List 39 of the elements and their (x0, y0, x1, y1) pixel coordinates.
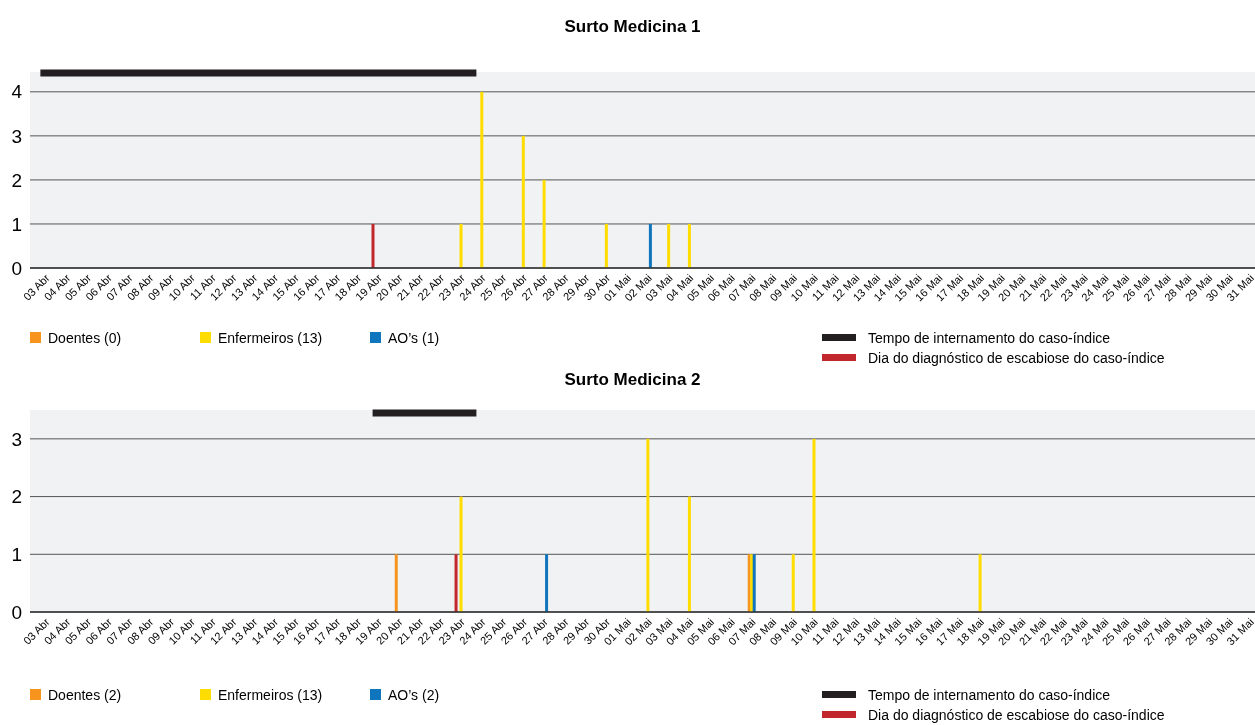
bar (648, 223, 652, 268)
y-tick-label: 2 (11, 486, 22, 508)
y-tick-label: 2 (11, 169, 22, 191)
chart-title: Surto Medicina 1 (564, 17, 701, 36)
bar (687, 496, 691, 612)
legend-label: Enfermeiros (13) (218, 686, 323, 703)
legend-label: AO’s (2) (388, 686, 440, 703)
y-tick-label: 0 (11, 257, 22, 279)
y-tick-label: 3 (11, 125, 22, 147)
bar (454, 554, 458, 612)
bar (371, 223, 375, 268)
bar (667, 223, 671, 268)
legend-label: Tempo de internamento do caso-índice (868, 686, 1111, 703)
legend-label: Dia do diagnóstico de escabiose do caso-índice (868, 706, 1165, 723)
chart-title: Surto Medicina 2 (564, 370, 701, 389)
bar (604, 223, 608, 268)
y-tick-label: 1 (11, 543, 22, 565)
y-tick-label: 4 (11, 81, 23, 103)
bar (791, 554, 795, 612)
legend-label: AO’s (1) (388, 329, 440, 346)
bar (545, 554, 549, 612)
legend-label: Doentes (2) (48, 686, 122, 703)
legend-label: Doentes (0) (48, 329, 122, 346)
legend-label: Tempo de internamento do caso-índice (868, 329, 1111, 346)
bar (394, 554, 398, 612)
bar (978, 554, 982, 612)
bar (812, 438, 816, 612)
bar (459, 223, 463, 268)
y-tick-label: 0 (11, 601, 22, 623)
y-tick-label: 3 (11, 428, 22, 450)
bar (542, 179, 546, 268)
legend-label: Dia do diagnóstico de escabiose do caso-índice (868, 349, 1165, 366)
bar (521, 135, 525, 268)
bar (459, 496, 463, 612)
bar (480, 91, 484, 268)
legend-label: Enfermeiros (13) (218, 329, 323, 346)
bar (687, 223, 691, 268)
bar (646, 438, 650, 612)
y-tick-label: 1 (11, 213, 22, 235)
